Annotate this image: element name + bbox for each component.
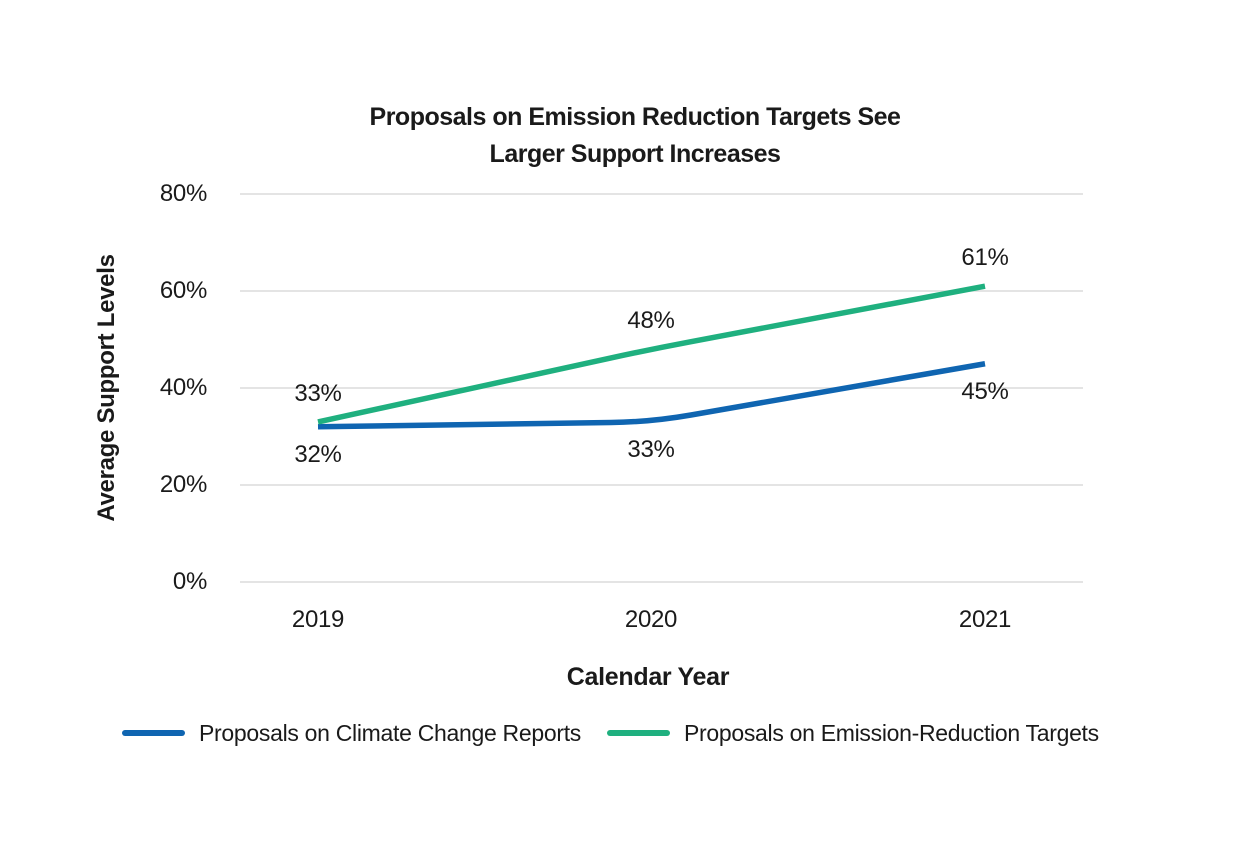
y-tick-label: 40%	[159, 374, 207, 401]
series-line-proposals-on-emission-reduction-targets	[317, 283, 986, 425]
legend-item: Proposals on Emission-Reduction Targets	[606, 718, 1099, 748]
chart-title: Proposals on Emission Reduction Targets …	[135, 99, 1135, 173]
legend-label: Proposals on Climate Change Reports	[199, 720, 581, 746]
legend-item: Proposals on Climate Change Reports	[122, 718, 581, 748]
legend-swatch-icon	[606, 730, 670, 736]
legend-swatch-icon	[122, 730, 185, 736]
y-tick-label: 80%	[159, 180, 207, 207]
data-label: 45%	[961, 377, 1009, 405]
y-tick-label: 60%	[159, 277, 207, 304]
data-label: 33%	[627, 435, 675, 463]
y-tick-label: 20%	[159, 471, 207, 498]
legend-label: Proposals on Emission-Reduction Targets	[683, 720, 1099, 746]
data-label: 33%	[294, 379, 342, 407]
y-tick-label: 0%	[172, 568, 207, 595]
series-line-proposals-on-climate-change-reports	[317, 361, 986, 430]
chart-title-line2: Larger Support Increases	[489, 140, 781, 168]
data-label: 32%	[294, 440, 342, 468]
data-label: 61%	[961, 244, 1009, 272]
x-tick-label: 2021	[958, 606, 1012, 633]
x-tick-label: 2019	[291, 606, 345, 633]
x-tick-label: 2020	[624, 606, 678, 633]
chart-title-line1: Proposals on Emission Reduction Targets …	[369, 103, 901, 131]
data-label: 48%	[627, 307, 675, 335]
legend: Proposals on Climate Change Reports Propo…	[122, 718, 1099, 748]
x-axis-title: Calendar Year	[566, 663, 730, 691]
